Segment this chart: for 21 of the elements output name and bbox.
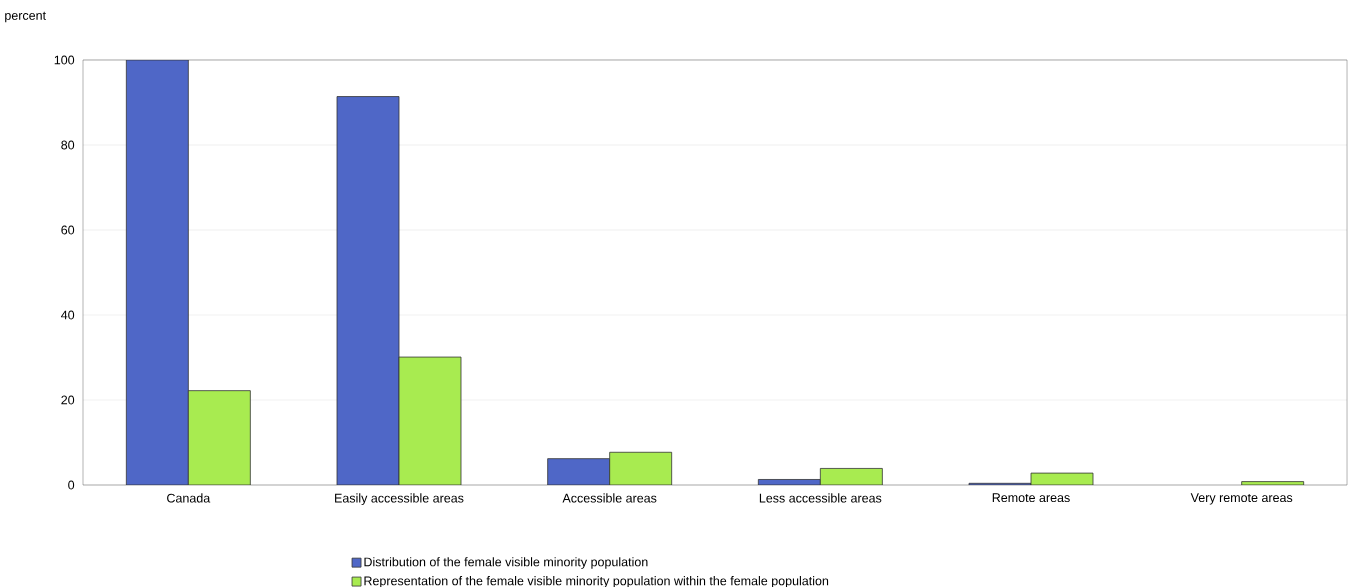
- x-tick-label: Very remote areas: [1190, 493, 1293, 505]
- bar: [336, 96, 400, 485]
- x-tick-label: Less accessible areas: [759, 493, 882, 503]
- x-tick-label: Accessible areas: [562, 493, 657, 503]
- y-tick-label: 0: [68, 480, 75, 490]
- x-tick-label: Canada: [167, 493, 211, 503]
- y-axis-title: percent: [5, 11, 46, 23]
- bar: [609, 451, 673, 485]
- x-tick-label: Remote areas: [992, 493, 1070, 503]
- y-tick-label: 40: [61, 310, 75, 320]
- bar: [398, 356, 462, 485]
- legend-label: Distribution of the female visible minority population: [364, 557, 648, 569]
- x-tick-label: Easily accessible areas: [335, 493, 464, 506]
- bar: [187, 390, 251, 485]
- legend-label: Representation of the female visible minority population within the female population: [364, 576, 829, 587]
- y-tick-label: 60: [61, 225, 75, 235]
- y-tick-label: 20: [61, 395, 75, 405]
- y-tick-label: 100: [54, 55, 75, 65]
- bar: [125, 60, 189, 485]
- y-tick-label: 80: [61, 140, 75, 150]
- bar: [547, 458, 611, 485]
